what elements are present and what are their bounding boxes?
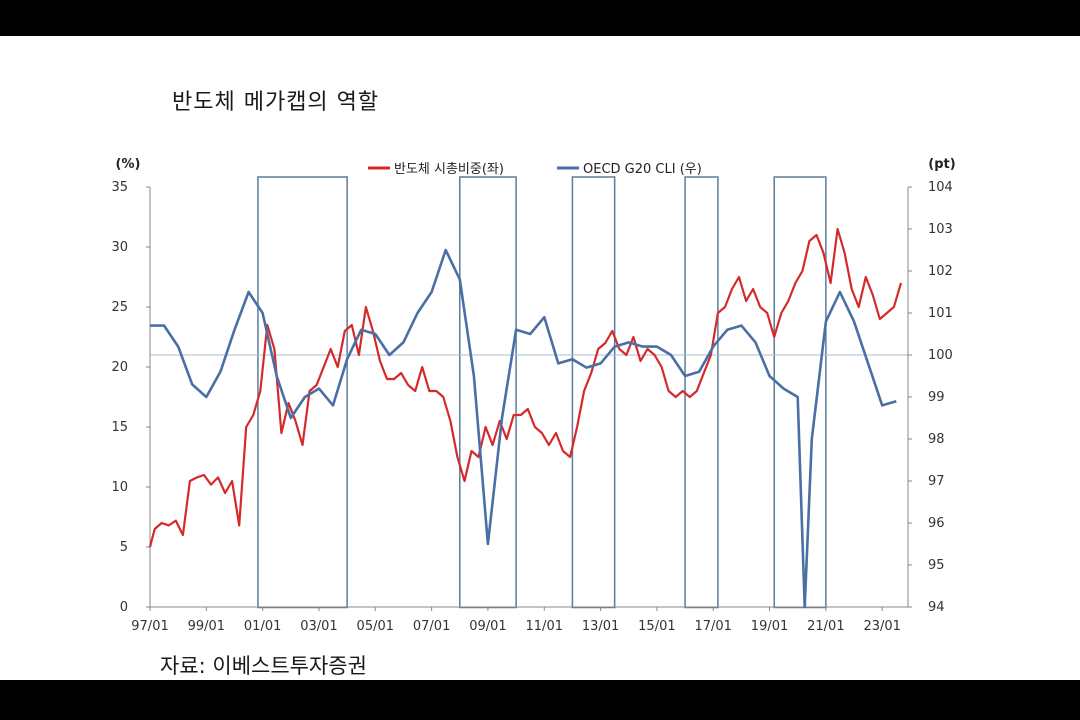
- highlight-period-box: [257, 176, 348, 609]
- x-tick-label: 01/01: [244, 619, 281, 634]
- left-tick-label: 15: [111, 420, 128, 435]
- right-tick-label: 101: [928, 306, 953, 321]
- bottom-black-bar: [0, 680, 1080, 720]
- series-line-semiconductor: [148, 227, 903, 548]
- x-tick-label: 23/01: [863, 619, 900, 634]
- chart-title: 반도체 메가캡의 역할: [172, 90, 380, 115]
- x-tick-label: 05/01: [357, 619, 394, 634]
- x-tick-label: 17/01: [694, 619, 731, 634]
- legend-label: 반도체 시총비중(좌): [394, 162, 504, 177]
- right-tick-label: 94: [928, 600, 945, 615]
- highlight-period-box: [684, 176, 719, 609]
- left-tick-label: 25: [111, 300, 128, 315]
- top-black-bar: [0, 0, 1080, 36]
- x-tick-label: 09/01: [469, 619, 506, 634]
- right-axis-unit: (pt): [928, 157, 955, 172]
- x-tick-label: 11/01: [526, 619, 563, 634]
- right-tick-label: 100: [928, 348, 953, 363]
- left-axis-unit: (%): [116, 157, 141, 172]
- x-tick-label: 21/01: [807, 619, 844, 634]
- highlight-period-box: [571, 176, 616, 609]
- right-tick-label: 98: [928, 432, 945, 447]
- left-tick-label: 0: [120, 600, 128, 615]
- x-tick-label: 97/01: [131, 619, 168, 634]
- x-tick-label: 13/01: [582, 619, 619, 634]
- x-tick-label: 99/01: [188, 619, 225, 634]
- left-tick-label: 10: [111, 480, 128, 495]
- left-tick-label: 35: [111, 180, 128, 195]
- left-tick-label: 30: [111, 240, 128, 255]
- right-tick-label: 97: [928, 474, 945, 489]
- x-tick-label: 15/01: [638, 619, 675, 634]
- left-tick-label: 20: [111, 360, 128, 375]
- right-tick-label: 95: [928, 558, 945, 573]
- legend-label: OECD G20 CLI (우): [583, 162, 702, 177]
- x-tick-label: 19/01: [751, 619, 788, 634]
- right-tick-label: 104: [928, 180, 953, 195]
- x-tick-label: 03/01: [300, 619, 337, 634]
- x-tick-label: 07/01: [413, 619, 450, 634]
- right-tick-label: 99: [928, 390, 945, 405]
- right-tick-label: 102: [928, 264, 953, 279]
- right-tick-label: 103: [928, 222, 953, 237]
- series-line-oecd-cli: [150, 248, 897, 609]
- source-note: 자료: 이베스트투자증권: [160, 654, 367, 678]
- right-tick-label: 96: [928, 516, 945, 531]
- left-tick-label: 5: [120, 540, 128, 555]
